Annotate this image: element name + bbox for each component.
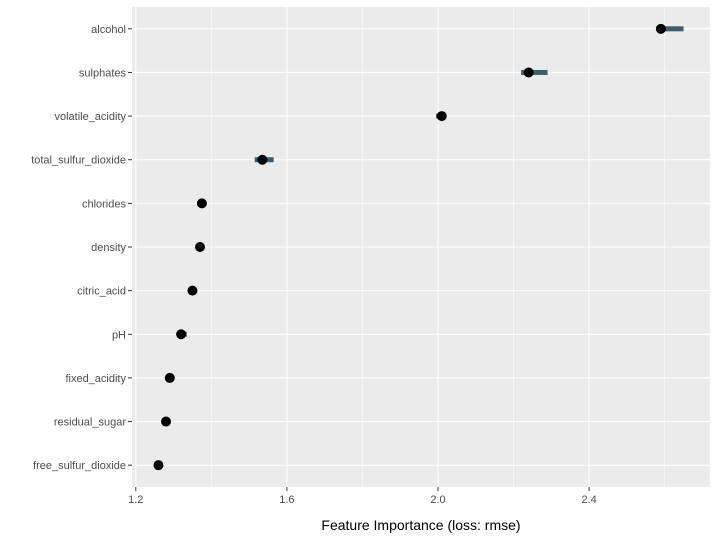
- y-tick-label: citric_acid: [77, 286, 126, 298]
- importance-point: [153, 460, 164, 471]
- x-tick-label: 1.2: [128, 494, 143, 506]
- importance-point: [655, 23, 666, 34]
- importance-points: [153, 23, 666, 471]
- y-tick-label: density: [91, 242, 126, 254]
- y-tick-label: pH: [112, 329, 126, 341]
- y-axis-ticks: alcohol sulphates volatile_acidity total_su…: [31, 24, 132, 472]
- importance-range-bar: [657, 26, 684, 32]
- importance-point: [164, 372, 175, 383]
- x-axis-ticks: 1.2 1.6 2.0 2.4: [128, 487, 597, 506]
- x-tick-label: 2.0: [430, 494, 445, 506]
- importance-range-bar: [521, 69, 548, 75]
- y-tick-label: chlorides: [82, 198, 127, 210]
- y-tick-label: fixed_acidity: [65, 373, 126, 385]
- importance-point: [523, 67, 534, 78]
- y-tick-label: residual_sugar: [54, 417, 126, 429]
- y-tick-label: total_sulfur_dioxide: [31, 155, 126, 167]
- y-tick-label: sulphates: [79, 67, 127, 79]
- x-tick-label: 1.6: [279, 494, 294, 506]
- grid-lines: [132, 7, 710, 487]
- importance-point: [161, 416, 171, 427]
- importance-point: [196, 198, 207, 209]
- importance-point: [436, 111, 447, 122]
- y-tick-label: alcohol: [91, 24, 126, 36]
- importance-point: [195, 242, 205, 252]
- x-axis-title: Feature Importance (loss: rmse): [321, 517, 520, 533]
- y-tick-label: free_sulfur_dioxide: [33, 460, 126, 472]
- importance-point: [176, 329, 187, 340]
- importance-point: [257, 154, 268, 165]
- x-tick-label: 2.4: [581, 494, 596, 506]
- y-tick-label: volatile_acidity: [54, 111, 126, 123]
- importance-point: [187, 285, 198, 296]
